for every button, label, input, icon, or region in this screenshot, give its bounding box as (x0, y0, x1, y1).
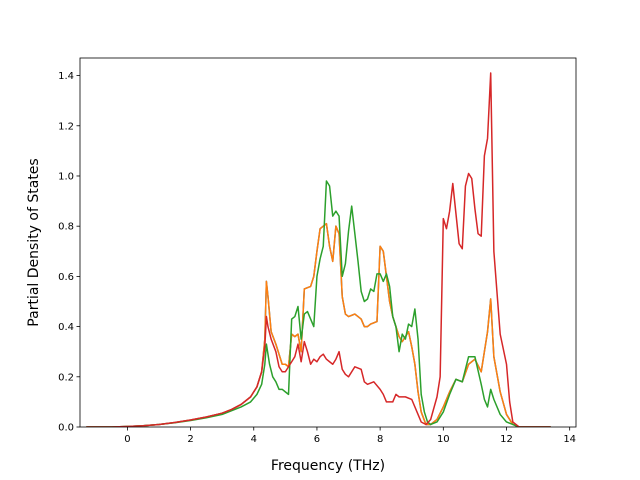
x-tick-label: 4 (251, 434, 257, 445)
y-tick-label: 1.0 (58, 171, 74, 182)
y-tick-label: 0.0 (58, 423, 74, 434)
x-tick-label: 12 (500, 434, 513, 445)
y-tick-label: 1.4 (58, 71, 74, 82)
x-tick-label: 14 (563, 434, 576, 445)
series-line-4 (86, 72, 551, 427)
plot-lines (86, 72, 551, 427)
x-axis-ticks: 0 2 4 6 8 10 12 14 (124, 427, 576, 445)
y-tick-label: 0.8 (58, 222, 74, 233)
y-tick-label: 0.4 (58, 322, 74, 333)
axes-frame (79, 57, 577, 428)
x-axis-label: Frequency (THz) (271, 458, 385, 474)
x-tick-label: 10 (437, 434, 450, 445)
y-tick-label: 0.2 (58, 372, 74, 383)
y-axis-label: Partial Density of States (26, 158, 42, 326)
x-tick-label: 8 (377, 434, 383, 445)
series-line-2 (86, 222, 551, 427)
series-line-3 (86, 180, 551, 427)
series-line-1 (86, 222, 551, 427)
y-tick-label: 1.2 (58, 121, 74, 132)
y-tick-label: 0.6 (58, 272, 74, 283)
x-tick-label: 0 (124, 434, 130, 445)
y-axis-ticks: 0.0 0.2 0.4 0.6 0.8 1.0 1.2 1.4 (58, 71, 80, 434)
x-tick-label: 2 (187, 434, 193, 445)
x-tick-label: 6 (314, 434, 320, 445)
